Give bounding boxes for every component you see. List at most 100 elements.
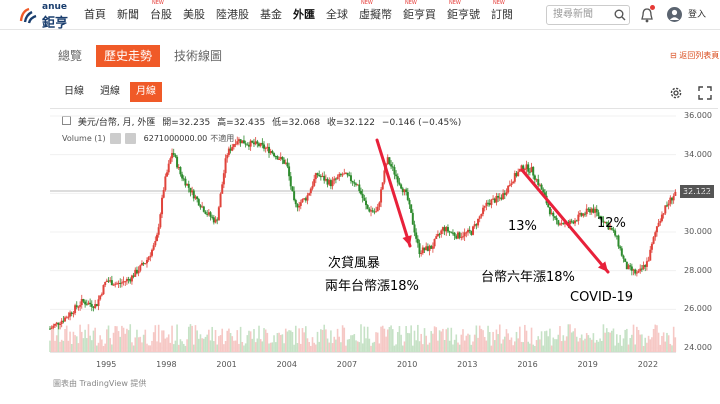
tab-overview[interactable]: 總覽 — [58, 49, 83, 63]
candle-body — [604, 221, 607, 223]
volume-bar — [488, 331, 491, 352]
volume-bar — [231, 336, 234, 352]
volume-bar — [427, 344, 429, 352]
volume-bar — [552, 337, 555, 352]
volume-bar — [325, 329, 327, 352]
tab-weekly[interactable]: 週線 — [100, 86, 120, 97]
volume-bar — [422, 344, 424, 352]
volume-bar — [622, 338, 625, 352]
anue-logo[interactable]: anue 鉅亨 — [14, 2, 74, 31]
candle-body — [239, 139, 242, 144]
candle-body — [129, 279, 132, 282]
nav-item-8[interactable]: NEW 虛擬幣 — [359, 0, 398, 30]
search-icon[interactable] — [614, 9, 626, 21]
volume-bar — [503, 336, 506, 352]
x-tick-label: 2016 — [517, 360, 538, 369]
candle-body — [92, 306, 95, 308]
candle-body — [194, 196, 197, 199]
candle-body — [293, 191, 296, 201]
candle-body — [191, 190, 194, 193]
volume-bar — [134, 337, 137, 352]
candle-body — [135, 269, 138, 274]
candle-body — [85, 304, 88, 306]
volume-bar — [194, 325, 197, 352]
candle-body — [490, 199, 493, 205]
annotation-12pct: 12% — [597, 216, 626, 231]
candle-body — [346, 172, 349, 176]
tab-history[interactable]: 歷史走勢 — [96, 45, 161, 67]
nav-item-5[interactable]: 基金 — [260, 0, 288, 30]
avatar[interactable] — [667, 7, 682, 22]
volume-bar — [559, 326, 561, 352]
volume-bar — [490, 345, 493, 352]
nav-item-7[interactable]: 全球 — [326, 0, 354, 30]
candle-body — [465, 232, 468, 234]
volume-bar — [196, 330, 198, 352]
volume-bar — [589, 337, 591, 352]
volume-bar — [62, 340, 65, 352]
volume-bar — [569, 324, 571, 352]
volume-bar — [493, 340, 496, 352]
nav-item-1[interactable]: 新聞 — [117, 0, 145, 30]
candle-body — [463, 232, 466, 237]
volume-bar — [89, 335, 91, 352]
volume-bar — [330, 330, 332, 352]
candle-body — [161, 197, 164, 215]
volume-bar — [435, 327, 438, 352]
volume-unit: 不適用 — [210, 134, 235, 143]
nav-item-6[interactable]: 外匯 — [293, 0, 321, 30]
volume-bar — [104, 343, 106, 352]
volume-bar — [184, 345, 187, 352]
settings-icon[interactable] — [109, 133, 121, 144]
volume-bar — [614, 345, 616, 352]
volume-bar — [246, 335, 249, 352]
volume-bar — [291, 331, 294, 352]
nav-item-label: 首頁 — [84, 8, 106, 21]
search-input[interactable]: 搜尋新聞 — [546, 5, 630, 25]
candle-body — [90, 304, 93, 307]
volume-bar — [530, 327, 533, 352]
candle-body — [99, 295, 102, 300]
volume-bar — [69, 331, 71, 352]
nav-item-3[interactable]: 美股 — [183, 0, 211, 30]
volume-bar — [179, 339, 182, 352]
candle-body — [543, 192, 546, 196]
candle-body — [396, 176, 399, 183]
tab-daily[interactable]: 日線 — [64, 86, 84, 97]
login-link[interactable]: 登入 — [688, 10, 707, 20]
volume-bar — [181, 341, 183, 352]
nav-item-2[interactable]: NEW 台股 — [150, 0, 178, 30]
candle-body — [635, 272, 638, 274]
nav-item-label: 訂閱 — [491, 8, 513, 21]
nav-item-0[interactable]: 首頁 — [84, 0, 112, 30]
candle-body — [498, 197, 501, 199]
tab-monthly[interactable]: 月線 — [130, 82, 162, 102]
candle-body — [104, 282, 107, 286]
candle-body — [585, 208, 588, 215]
gear-icon[interactable] — [669, 86, 683, 100]
volume-bar — [256, 338, 259, 352]
back-to-list-link[interactable]: ⊟ 返回列表頁 — [670, 50, 719, 61]
candle-body — [110, 280, 113, 286]
volume-bar — [574, 328, 576, 352]
volume-bar — [627, 344, 630, 352]
fullscreen-icon[interactable] — [698, 86, 712, 100]
nav-item-4[interactable]: 陸港股 — [216, 0, 255, 30]
candle-body — [431, 246, 434, 249]
volume-bar — [443, 340, 446, 352]
candle-body — [251, 140, 254, 143]
y-tick-label: 28.000 — [684, 265, 712, 275]
candle-body — [393, 167, 396, 175]
volume-bar — [371, 342, 374, 352]
volume-bar — [383, 328, 386, 352]
annotation-subprime: 次貸風暴 — [328, 256, 381, 271]
bell-icon[interactable] — [640, 7, 654, 23]
close-icon[interactable] — [124, 133, 136, 144]
nav-item-10[interactable]: NEW 鉅亨號 — [447, 0, 486, 30]
annotation-covid: COVID-19 — [570, 290, 634, 305]
nav-item-9[interactable]: NEW 鉅亨買 — [403, 0, 442, 30]
candle-body — [670, 197, 673, 201]
tab-technical[interactable]: 技術線圖 — [174, 49, 223, 63]
nav-item-11[interactable]: NEW 訂閱 — [491, 0, 519, 30]
